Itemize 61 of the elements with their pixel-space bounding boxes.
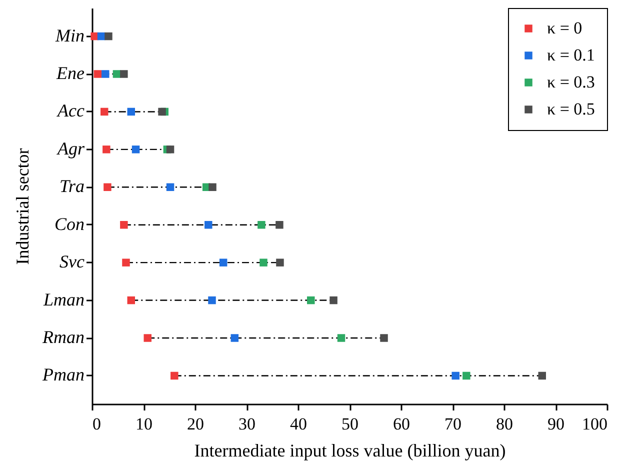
y-tick-label: Rman [42, 327, 84, 347]
point [219, 258, 228, 266]
point [122, 258, 130, 266]
point [132, 146, 140, 154]
x-tick-label: 30 [238, 414, 256, 434]
point [204, 220, 212, 229]
point [307, 296, 315, 304]
point [170, 372, 178, 380]
x-tick-label: 0 [92, 414, 101, 434]
point [102, 146, 110, 154]
point [158, 108, 166, 116]
x-tick-label: 60 [393, 414, 410, 434]
y-tick-label: Tra [59, 176, 84, 196]
x-axis-title: Intermediate input loss value (billion yuan) [194, 440, 506, 460]
y-tick-label: Acc [56, 100, 84, 121]
point [230, 334, 239, 342]
point [104, 32, 112, 40]
point [100, 108, 108, 116]
y-tick-label: Min [54, 25, 84, 46]
x-tick-label: 100 [582, 414, 608, 434]
y-tick-label: Svc [60, 252, 85, 272]
point [276, 220, 284, 229]
point [127, 296, 136, 304]
point [452, 372, 460, 380]
x-tick-label: 50 [342, 414, 358, 434]
legend-label: κ = 0 [547, 18, 582, 38]
y-tick-label: Agr [56, 138, 86, 158]
x-tick-label: 70 [444, 414, 462, 434]
point [208, 183, 216, 192]
y-tick-label: Con [54, 214, 84, 234]
x-tick-label: 10 [136, 414, 152, 434]
x-tick-label: 20 [187, 414, 204, 434]
point [258, 220, 266, 229]
legend-label: κ = 0.3 [547, 72, 595, 92]
point [166, 183, 174, 192]
x-tick-label: 90 [548, 414, 564, 434]
y-tick-label: Ene [56, 63, 85, 83]
point [166, 146, 174, 154]
point [104, 183, 112, 192]
point [94, 70, 102, 78]
point [208, 296, 216, 304]
point [127, 108, 136, 116]
y-tick-label: Lman [42, 289, 84, 310]
legend-label: κ = 0.1 [547, 46, 595, 64]
point [120, 220, 128, 229]
point [337, 334, 346, 342]
point [120, 70, 128, 78]
y-axis-title: Industrial sector [12, 148, 33, 265]
point [538, 372, 546, 380]
point [462, 372, 470, 380]
point [144, 334, 152, 342]
point [380, 334, 388, 342]
legend-label: κ = 0.5 [547, 100, 595, 118]
point [330, 296, 338, 304]
x-tick-label: 40 [290, 414, 307, 434]
point [112, 70, 121, 78]
x-tick-label: 80 [496, 414, 513, 434]
point [260, 258, 268, 266]
point [102, 70, 110, 78]
y-tick-label: Pman [42, 364, 84, 385]
point [276, 258, 284, 266]
